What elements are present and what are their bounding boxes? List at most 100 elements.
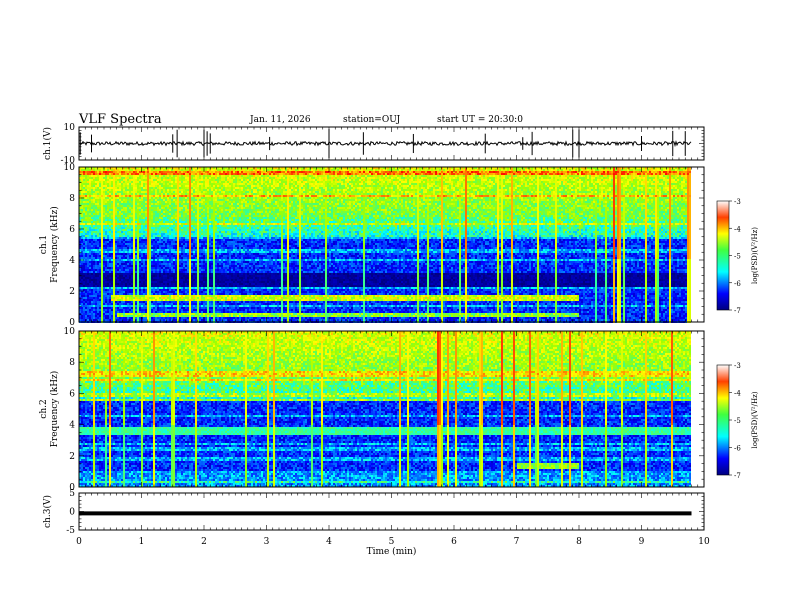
- spectrogram-cell: [131, 281, 133, 283]
- spectrogram-cell: [121, 225, 123, 227]
- spectrogram-cell: [103, 253, 105, 255]
- spectrogram-cell: [81, 287, 83, 289]
- spectrogram-cell: [191, 239, 193, 241]
- spectrogram-cell: [159, 173, 161, 175]
- spectrogram-cell: [141, 173, 143, 175]
- spectrogram-cell: [93, 191, 95, 193]
- spectrogram-cell: [197, 195, 199, 197]
- spectrogram-cell: [161, 307, 163, 309]
- spectrogram-cell: [143, 267, 145, 269]
- spectrogram-cell: [109, 209, 111, 211]
- spectrogram-cell: [139, 211, 141, 213]
- spectrogram-cell: [97, 213, 99, 215]
- spectrogram-cell: [183, 177, 185, 179]
- spectrogram-cell: [91, 313, 93, 315]
- spectrogram-cell: [175, 175, 177, 177]
- spectrogram-cell: [165, 197, 167, 199]
- spectrogram-cell: [173, 175, 175, 177]
- spectrogram-cell: [177, 227, 179, 229]
- spectrogram-cell: [175, 227, 177, 229]
- spectrogram-cell: [89, 209, 91, 211]
- spectrogram-cell: [135, 317, 137, 319]
- spectrogram-cell: [163, 273, 165, 275]
- spectrogram-cell: [119, 209, 121, 211]
- spectrogram-cell: [165, 239, 167, 241]
- spectrogram-cell: [157, 209, 159, 211]
- spectrogram-cell: [205, 183, 207, 185]
- spectrogram-cell: [89, 223, 91, 225]
- spectrogram-cell: [141, 267, 143, 269]
- spectrogram-cell: [103, 201, 105, 203]
- spectrogram-cell: [153, 303, 155, 305]
- spectrogram-cell: [177, 293, 179, 295]
- spectrogram-cell: [133, 181, 135, 183]
- spectrogram-cell: [197, 259, 199, 261]
- spectrogram-cell: [191, 303, 193, 305]
- spectrogram-cell: [171, 253, 173, 255]
- spectrogram-cell: [189, 257, 191, 259]
- spectrogram-cell: [87, 311, 89, 313]
- spectrogram-cell: [191, 311, 193, 313]
- spectrogram-cell: [83, 315, 85, 317]
- spectrogram-cell: [93, 263, 95, 265]
- spectrogram-cell: [145, 229, 147, 231]
- spectrogram-cell: [117, 257, 119, 259]
- spectrogram-cell: [107, 311, 109, 313]
- spectrogram-cell: [157, 237, 159, 239]
- spectrogram-cell: [189, 253, 191, 255]
- spectrogram-cell: [203, 243, 205, 245]
- spectrogram-cell: [123, 213, 125, 215]
- spectrogram-cell: [151, 269, 153, 271]
- spectrogram-cell: [195, 251, 197, 253]
- spectrogram-cell: [113, 213, 115, 215]
- spectrogram-cell: [171, 235, 173, 237]
- spectrogram-cell: [161, 179, 163, 181]
- spectrogram-cell: [87, 171, 89, 173]
- spectrogram-cell: [191, 173, 193, 175]
- spectrogram-cell: [195, 307, 197, 309]
- spectrogram-cell: [79, 301, 81, 303]
- spectrogram-cell: [127, 201, 129, 203]
- spectrogram-cell: [181, 251, 183, 253]
- spectrogram-cell: [105, 249, 107, 251]
- spectrogram-cell: [157, 275, 159, 277]
- spectrogram-cell: [167, 221, 169, 223]
- spectrogram-cell: [165, 299, 167, 301]
- spectrogram-cell: [171, 233, 173, 235]
- spectrogram-cell: [83, 269, 85, 271]
- spectrogram-cell: [135, 235, 137, 237]
- spectrogram-cell: [147, 267, 149, 269]
- spectrogram-cell: [165, 261, 167, 263]
- spectrogram-cell: [147, 247, 149, 249]
- spectrogram-cell: [79, 319, 81, 321]
- spectrogram-cell: [203, 229, 205, 231]
- spectrogram-cell: [153, 297, 155, 299]
- spectrogram-cell: [157, 279, 159, 281]
- spectrogram-cell: [157, 221, 159, 223]
- spectrogram-cell: [179, 249, 181, 251]
- spectrogram-cell: [163, 183, 165, 185]
- spectrogram-cell: [125, 311, 127, 313]
- spectrogram-cell: [177, 287, 179, 289]
- spectrogram-cell: [203, 197, 205, 199]
- spectrogram-cell: [101, 279, 103, 281]
- spectrogram-cell: [189, 259, 191, 261]
- spectrogram-cell: [113, 173, 115, 175]
- spectrogram-cell: [165, 245, 167, 247]
- spectrogram-cell: [119, 207, 121, 209]
- spectrogram-cell: [191, 285, 193, 287]
- spectrogram-cell: [125, 277, 127, 279]
- spectrogram-cell: [193, 283, 195, 285]
- spectrogram-cell: [183, 223, 185, 225]
- spectrogram-cell: [85, 177, 87, 179]
- spectrogram-cell: [97, 301, 99, 303]
- spectrogram-cell: [85, 263, 87, 265]
- spectrogram-cell: [85, 229, 87, 231]
- spectrogram-cell: [137, 289, 139, 291]
- spectrogram-cell: [163, 197, 165, 199]
- spectrogram-cell: [101, 301, 103, 303]
- spectrogram-cell: [169, 171, 171, 173]
- spectrogram-cell: [203, 257, 205, 259]
- spectrogram-cell: [95, 197, 97, 199]
- spectrogram-cell: [199, 175, 201, 177]
